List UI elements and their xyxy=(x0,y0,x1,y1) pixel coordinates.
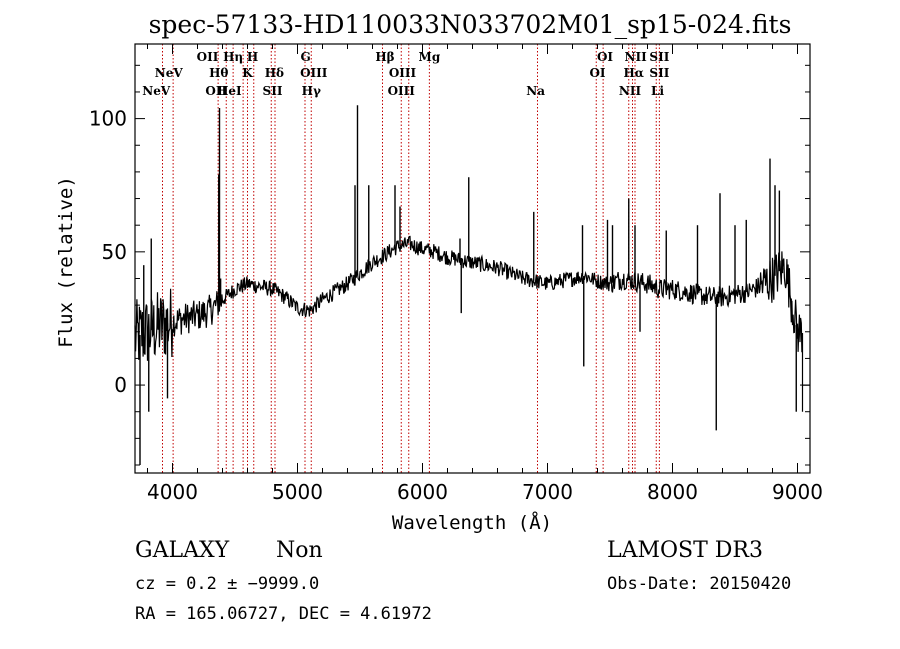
marker-label-7: K xyxy=(242,66,253,80)
x-tick-label-4: 8000 xyxy=(647,480,698,504)
marker-label-17: Mg xyxy=(419,50,441,64)
x-tick-label-0: 4000 xyxy=(147,480,198,504)
redshift-cz: cz = 0.2 ± −9999.0 xyxy=(135,574,320,594)
x-tick-label-3: 7000 xyxy=(522,480,573,504)
marker-label-2: OII xyxy=(197,50,219,64)
x-axis-ticks: 4000 5000 6000 7000 8000 9000 xyxy=(147,44,823,504)
marker-label-12: OIII xyxy=(300,66,328,80)
marker-label-16: OIII xyxy=(388,84,416,98)
marker-label-9: Hδ xyxy=(265,66,284,80)
x-tick-label-1: 5000 xyxy=(272,480,323,504)
spectrum-spikes xyxy=(139,105,797,466)
x-tick-label-5: 9000 xyxy=(772,480,823,504)
marker-label-18: Na xyxy=(526,84,545,98)
marker-label-23: NII xyxy=(619,84,642,98)
marker-label-1: NeV xyxy=(155,66,184,80)
emission-line-markers xyxy=(162,44,660,473)
marker-label-0: NeV xyxy=(142,84,171,98)
y-tick-label-2: 100 xyxy=(89,107,127,131)
marker-label-25: SII xyxy=(649,66,669,80)
marker-label-19: OI xyxy=(597,50,613,64)
x-axis-label: Wavelength (Å) xyxy=(392,511,552,534)
y-axis-label: Flux (relative) xyxy=(55,176,77,348)
marker-label-11: G xyxy=(301,50,311,64)
marker-label-8: HeI xyxy=(217,84,242,98)
marker-label-4: Hθ xyxy=(209,66,228,80)
marker-label-5: OII xyxy=(205,84,227,98)
marker-label-14: Hβ xyxy=(375,50,394,64)
marker-label-26: Li xyxy=(651,84,664,98)
obs-date: Obs-Date: 20150420 xyxy=(607,574,792,594)
object-class: GALAXY xyxy=(135,538,230,563)
marker-label-13: Hγ xyxy=(302,84,321,98)
marker-label-10: SII xyxy=(263,84,283,98)
x-tick-label-2: 6000 xyxy=(397,480,448,504)
y-tick-label-1: 50 xyxy=(102,240,127,264)
marker-label-24: SII xyxy=(649,50,669,64)
marker-label-15: OIII xyxy=(389,66,417,80)
object-subclass: Non xyxy=(276,538,323,563)
y-tick-label-0: 0 xyxy=(114,373,127,397)
y-axis-ticks: 0 50 100 xyxy=(89,64,810,466)
marker-label-6: H xyxy=(247,50,258,64)
marker-label-21: NII xyxy=(625,50,648,64)
chart-title: spec-57133-HD110033N033702M01_sp15-024.f… xyxy=(149,10,792,39)
marker-label-22: Hα xyxy=(623,66,644,80)
spectrum-line xyxy=(134,235,810,412)
survey-name: LAMOST DR3 xyxy=(607,538,763,563)
ra-dec: RA = 165.06727, DEC = 4.61972 xyxy=(135,604,432,624)
marker-label-20: OI xyxy=(589,66,605,80)
marker-label-3: Hη xyxy=(223,50,243,64)
